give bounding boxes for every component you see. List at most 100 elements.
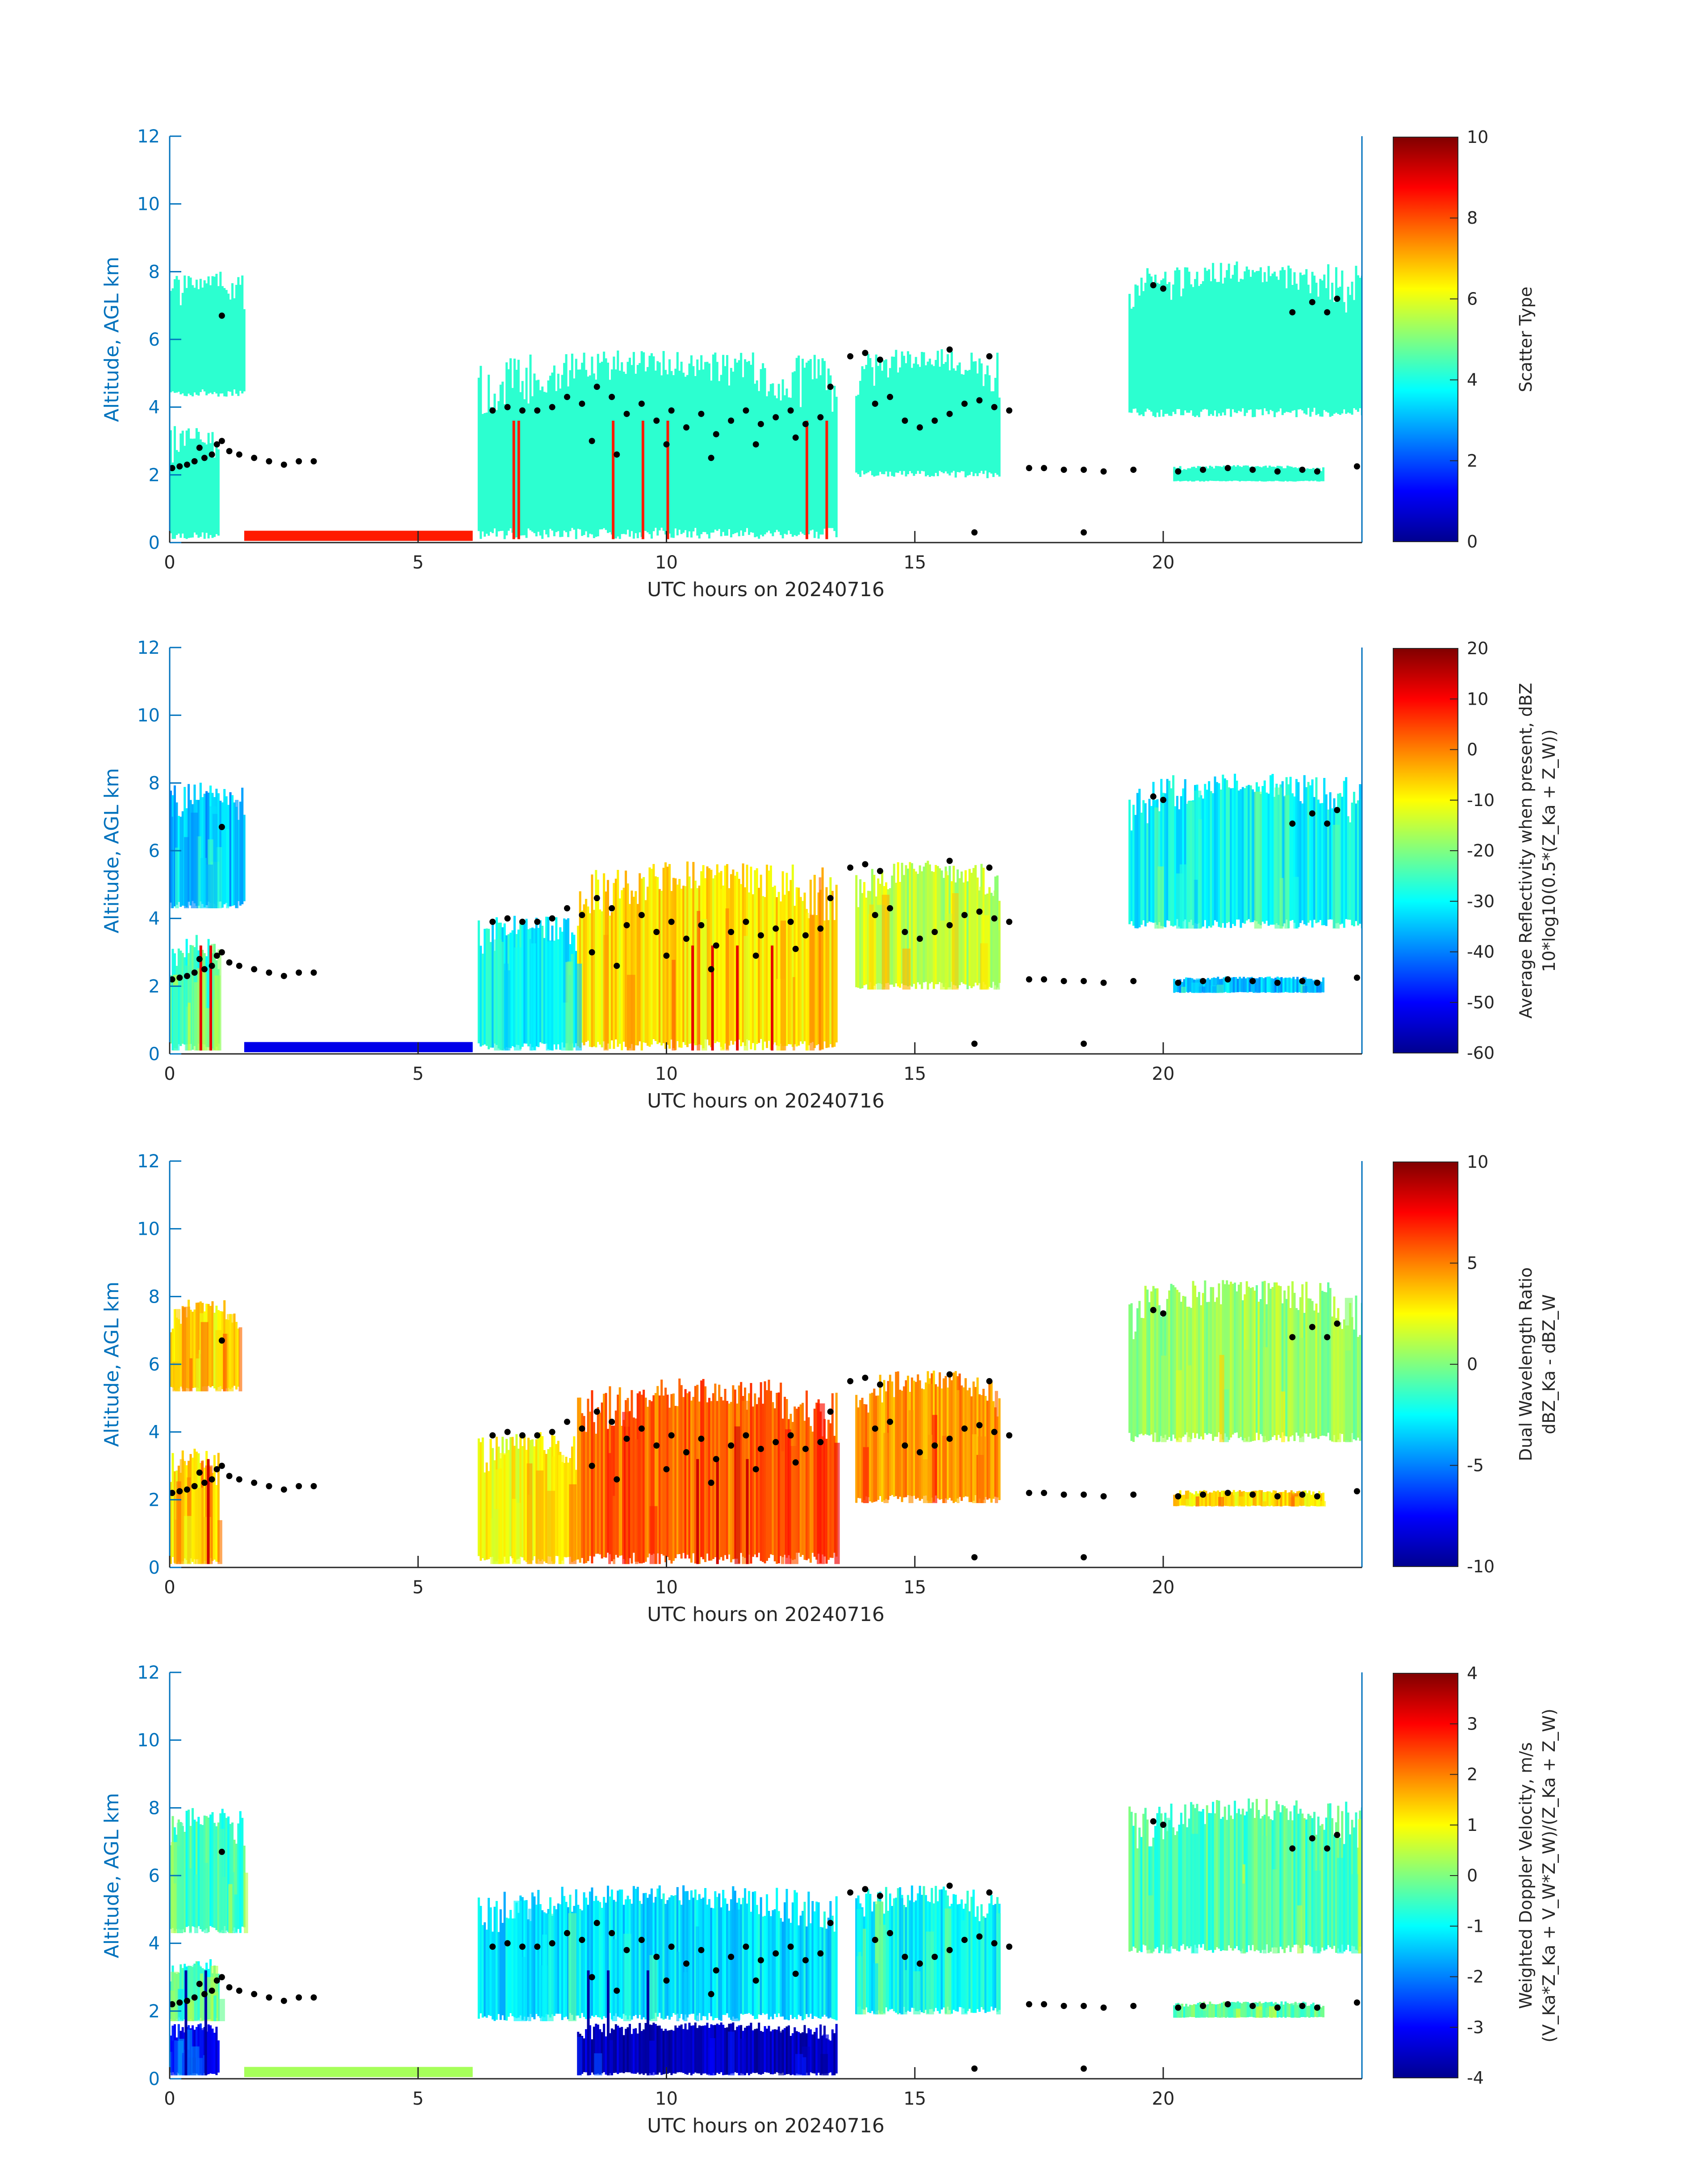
cloud-column xyxy=(1130,1812,1133,1951)
colorbar-tick-label: -2 xyxy=(1467,1967,1484,1987)
precip-streak xyxy=(641,421,644,539)
cloud-column xyxy=(1236,1291,1238,1433)
cloud-column xyxy=(1178,270,1181,409)
cloud-column xyxy=(885,359,888,472)
colorbar-tick-label: 3 xyxy=(1467,1714,1478,1734)
cloud-column xyxy=(1189,468,1191,481)
cloud-column xyxy=(925,1382,927,1496)
cloud-base-marker xyxy=(698,1435,705,1442)
cloud-shade xyxy=(869,904,874,990)
cloud-shade xyxy=(908,1410,914,1503)
cloud-base-marker xyxy=(209,962,215,969)
cloud-column xyxy=(622,2035,625,2073)
cloud-column xyxy=(652,1395,655,1554)
cloud-base-marker xyxy=(589,1462,595,1469)
cloud-column xyxy=(609,1896,611,2013)
cloud-column xyxy=(1184,267,1186,410)
cloud-column xyxy=(831,2029,834,2076)
cloud-column xyxy=(1240,279,1242,412)
cloud-base-marker xyxy=(683,1960,689,1967)
cloud-column xyxy=(650,353,653,539)
cloud-shade xyxy=(817,1403,825,1564)
cloud-column xyxy=(211,1301,214,1387)
cloud-column xyxy=(706,362,709,535)
cloud-column xyxy=(678,1900,681,2018)
cloud-column xyxy=(213,276,216,392)
cloud-column xyxy=(726,1904,729,2014)
cloud-base-marker xyxy=(609,1418,615,1425)
cloud-column xyxy=(480,1442,482,1561)
cloud-column xyxy=(660,2028,663,2075)
cloud-shade xyxy=(577,2037,582,2076)
cloud-shade xyxy=(1281,1391,1285,1442)
cloud-column xyxy=(666,1395,669,1557)
cloud-column xyxy=(563,918,566,1048)
cloud-base-marker xyxy=(683,1449,689,1456)
cloud-shade xyxy=(216,847,222,908)
cloud-shade xyxy=(226,829,230,908)
cloud-column xyxy=(787,2025,790,2074)
cloud-column xyxy=(1138,789,1141,928)
cloud-column xyxy=(549,376,551,529)
cloud-column xyxy=(1136,793,1139,928)
cloud-base-marker xyxy=(787,407,794,414)
cloud-base-marker xyxy=(1353,1488,1360,1495)
precip-streak xyxy=(696,1459,699,1564)
cloud-column xyxy=(1200,284,1203,412)
cloud-base-marker xyxy=(698,410,705,417)
cloud-column xyxy=(1228,1284,1230,1440)
cloud-column xyxy=(694,2022,697,2073)
cloud-column xyxy=(1291,793,1294,920)
cloud-column xyxy=(1302,469,1305,481)
cloud-column xyxy=(1146,1819,1149,1950)
cloud-column xyxy=(1327,1803,1330,1945)
cloud-column xyxy=(1270,1288,1272,1440)
cloud-column xyxy=(1130,309,1133,413)
cloud-column xyxy=(668,1408,671,1560)
cloud-base-marker xyxy=(708,1991,714,1997)
cloud-column xyxy=(1170,1803,1173,1947)
cloud-column xyxy=(1236,781,1238,920)
cloud-column xyxy=(754,1393,756,1554)
cloud-column xyxy=(954,371,957,478)
cloud-column xyxy=(601,2032,603,2073)
cloud-column xyxy=(1206,1805,1208,1951)
cloud-column xyxy=(650,1888,653,2019)
cloud-base-marker xyxy=(191,1483,198,1489)
cloud-column xyxy=(1138,1827,1141,1951)
cloud-base-marker xyxy=(991,404,998,410)
cloud-shade xyxy=(184,837,189,908)
cloud-base-marker xyxy=(663,953,670,959)
cloud-column xyxy=(177,280,180,392)
cloud-shade xyxy=(695,1926,699,2022)
cloud-base-marker xyxy=(519,1432,526,1439)
cloud-column xyxy=(668,2030,671,2073)
cloud-column xyxy=(702,369,705,532)
cloud-column xyxy=(722,2025,725,2076)
cloud-column xyxy=(960,871,963,982)
cloud-column xyxy=(1214,776,1216,920)
cloud-column xyxy=(831,890,834,1048)
cloud-base-marker xyxy=(946,857,953,864)
cloud-column xyxy=(539,920,542,1043)
cloud-column xyxy=(521,1446,524,1558)
cloud-column xyxy=(648,1400,651,1554)
cloud-column xyxy=(171,462,174,539)
cloud-base-marker xyxy=(251,1991,258,1997)
cloud-column xyxy=(795,887,798,1047)
y-tick-label: 8 xyxy=(149,262,160,282)
cloud-column xyxy=(1302,1491,1305,1506)
y-axis-label: Altitude, AGL km xyxy=(100,257,123,422)
cloud-column xyxy=(940,1889,943,2010)
cloud-column xyxy=(791,2033,794,2075)
cloud-column xyxy=(1357,800,1359,926)
cloud-shade xyxy=(1186,1365,1192,1442)
cloud-column xyxy=(1237,1809,1240,1951)
cloud-column xyxy=(885,1887,888,2008)
cloud-column xyxy=(1227,1492,1229,1506)
cloud-column xyxy=(889,888,891,985)
cloud-column xyxy=(1219,263,1222,416)
cloud-column xyxy=(746,1903,748,2014)
cloud-column xyxy=(972,1889,975,2013)
cloud-column xyxy=(553,1905,555,2016)
